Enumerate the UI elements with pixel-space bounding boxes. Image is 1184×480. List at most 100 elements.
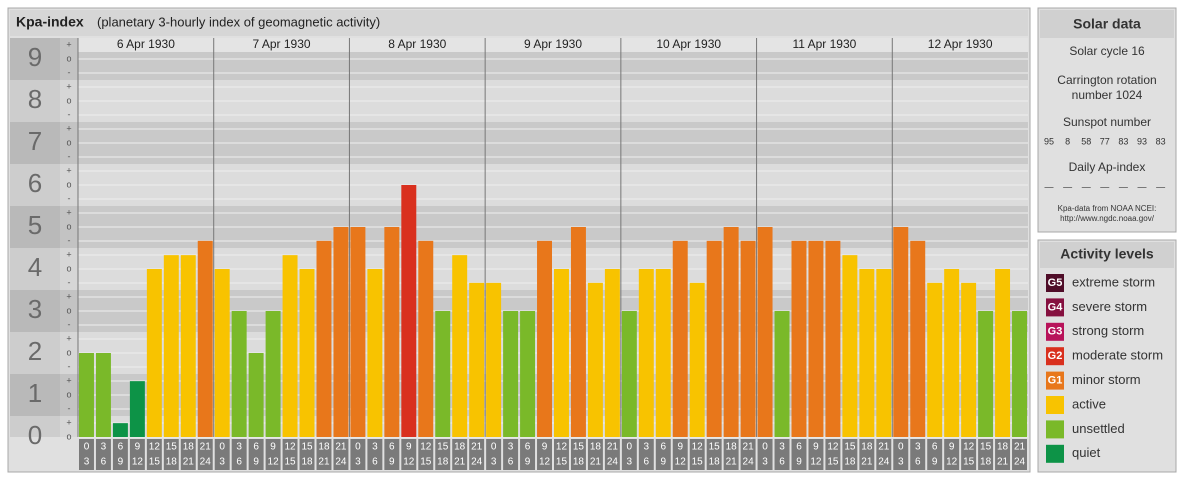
hour-label: 3 — [219, 457, 225, 468]
legend-swatch — [1046, 347, 1064, 366]
hour-label: 18 — [726, 442, 738, 453]
hour-box — [723, 439, 739, 470]
hour-label: 18 — [183, 442, 195, 453]
bar — [655, 269, 671, 437]
ap-value: — — [1063, 181, 1072, 191]
hour-box — [689, 439, 705, 470]
bar — [621, 311, 637, 437]
legend-label: moderate storm — [1072, 348, 1163, 363]
solar-header — [1040, 10, 1174, 38]
legend-swatch — [1046, 444, 1064, 463]
day-label: 7 Apr 1930 — [253, 37, 311, 51]
hour-label: 9 — [813, 442, 819, 453]
hour-label: 21 — [861, 457, 873, 468]
hour-label: 3 — [779, 442, 785, 453]
minor-label-band — [60, 206, 78, 248]
legend-swatch — [1046, 371, 1064, 390]
bar — [367, 269, 383, 437]
hour-box — [180, 439, 196, 470]
minor-tick-label: + — [66, 291, 71, 301]
bar — [350, 227, 366, 437]
hour-label: 21 — [454, 457, 466, 468]
minor-label-band — [60, 80, 78, 122]
minor-label-band — [60, 164, 78, 206]
solar-panel — [1037, 7, 1177, 233]
level-label-band — [10, 38, 60, 80]
day-header — [78, 38, 1028, 52]
bar — [316, 240, 332, 437]
legend-label: minor storm — [1072, 372, 1141, 387]
bar — [146, 269, 162, 437]
sunspot-value: 83 — [1118, 136, 1128, 146]
hour-label: 3 — [101, 442, 107, 453]
hour-label: 21 — [726, 457, 738, 468]
hour-label: 18 — [437, 457, 449, 468]
hour-label: 18 — [454, 442, 466, 453]
bar — [452, 255, 468, 437]
hour-label: 15 — [420, 457, 432, 468]
hour-box — [418, 439, 434, 470]
minor-tick-label: o — [66, 431, 71, 441]
hour-label: 6 — [118, 442, 124, 453]
day-label: 12 Apr 1930 — [928, 37, 993, 51]
day-label: 11 Apr 1930 — [793, 37, 857, 51]
solar-text: Sunspot number — [1063, 115, 1151, 129]
hour-box — [95, 439, 111, 470]
hour-box — [944, 439, 960, 470]
level-label-band — [10, 374, 60, 416]
hour-label: 24 — [1014, 457, 1026, 468]
hour-box — [384, 439, 400, 470]
minor-tick-label: + — [66, 81, 71, 91]
hour-label: 6 — [932, 442, 938, 453]
hour-label: 6 — [372, 457, 378, 468]
panel-title: Activity levels — [1060, 246, 1154, 262]
sunspot-value: 93 — [1137, 136, 1147, 146]
minor-tick-label: + — [66, 417, 71, 427]
hour-label: 3 — [898, 457, 904, 468]
hour-label: 12 — [268, 457, 280, 468]
hour-label: 9 — [389, 457, 395, 468]
hour-box — [621, 439, 637, 470]
hour-box — [774, 439, 790, 470]
hour-label: 12 — [420, 442, 432, 453]
bar — [486, 282, 502, 437]
chart-title: Kpa-index — [16, 14, 84, 30]
legend-code: G1 — [1048, 375, 1063, 387]
legend-swatch — [1046, 274, 1064, 292]
hour-label: 12 — [132, 457, 144, 468]
legend-code: G4 — [1048, 301, 1064, 313]
hour-label: 15 — [437, 442, 449, 453]
hour-box — [282, 439, 298, 470]
bar — [1012, 311, 1027, 437]
minor-tick-label: o — [66, 389, 71, 399]
hour-label: 9 — [796, 457, 802, 468]
ap-value: — — [1156, 181, 1165, 191]
y-tick-label: 9 — [28, 42, 42, 72]
hour-label: 12 — [946, 457, 958, 468]
bar — [723, 227, 739, 437]
minor-label-band — [60, 374, 78, 416]
y-tick-label: 6 — [28, 168, 42, 198]
sunspot-value: 95 — [1044, 136, 1054, 146]
hour-label: 21 — [1014, 442, 1026, 453]
level-label-band — [10, 248, 60, 290]
bar — [418, 240, 434, 437]
hour-label: 21 — [335, 442, 347, 453]
hour-label: 24 — [335, 457, 347, 468]
hour-label: 6 — [796, 442, 802, 453]
legend-code: G3 — [1048, 326, 1063, 338]
day-label: 6 Apr 1930 — [117, 37, 175, 51]
hour-label: 0 — [627, 442, 633, 453]
y-tick-label: 7 — [28, 126, 42, 156]
bar — [112, 423, 128, 437]
hour-label: 21 — [878, 442, 890, 453]
sunspot-value: 77 — [1100, 136, 1110, 146]
bar — [537, 240, 552, 437]
minor-tick-label: + — [66, 333, 71, 343]
bar — [248, 353, 264, 437]
hour-label: 9 — [677, 442, 683, 453]
bar — [876, 269, 892, 437]
ap-value: — — [1082, 181, 1091, 191]
hour-label: 9 — [118, 457, 124, 468]
hour-label: 9 — [660, 457, 666, 468]
